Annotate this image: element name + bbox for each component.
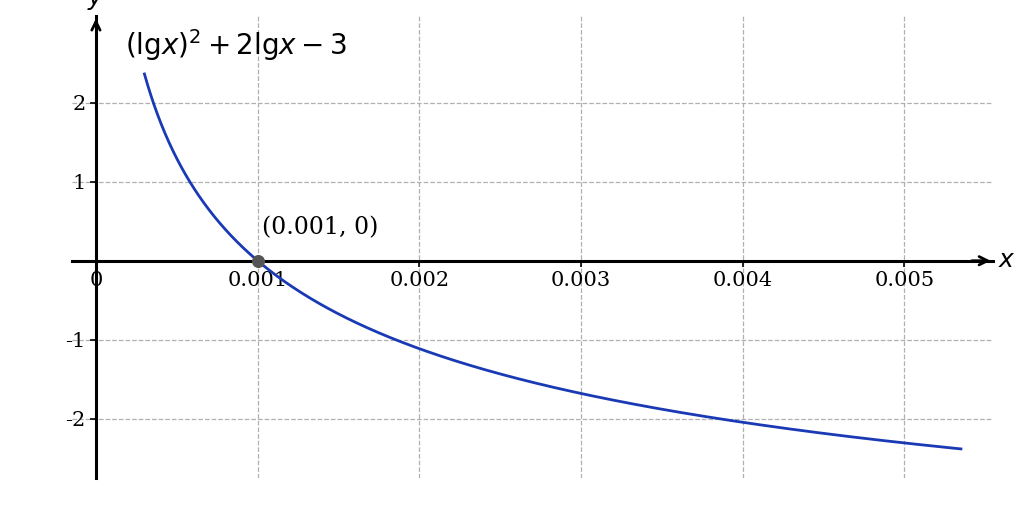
Text: $y$: $y$: [87, 0, 104, 12]
Text: $(\mathrm{lg}x)^2 + 2\mathrm{lg}x - 3$: $(\mathrm{lg}x)^2 + 2\mathrm{lg}x - 3$: [125, 28, 347, 63]
Text: (0.001, 0): (0.001, 0): [262, 217, 379, 239]
Point: [250, 256, 266, 265]
Text: $x$: $x$: [998, 249, 1016, 272]
